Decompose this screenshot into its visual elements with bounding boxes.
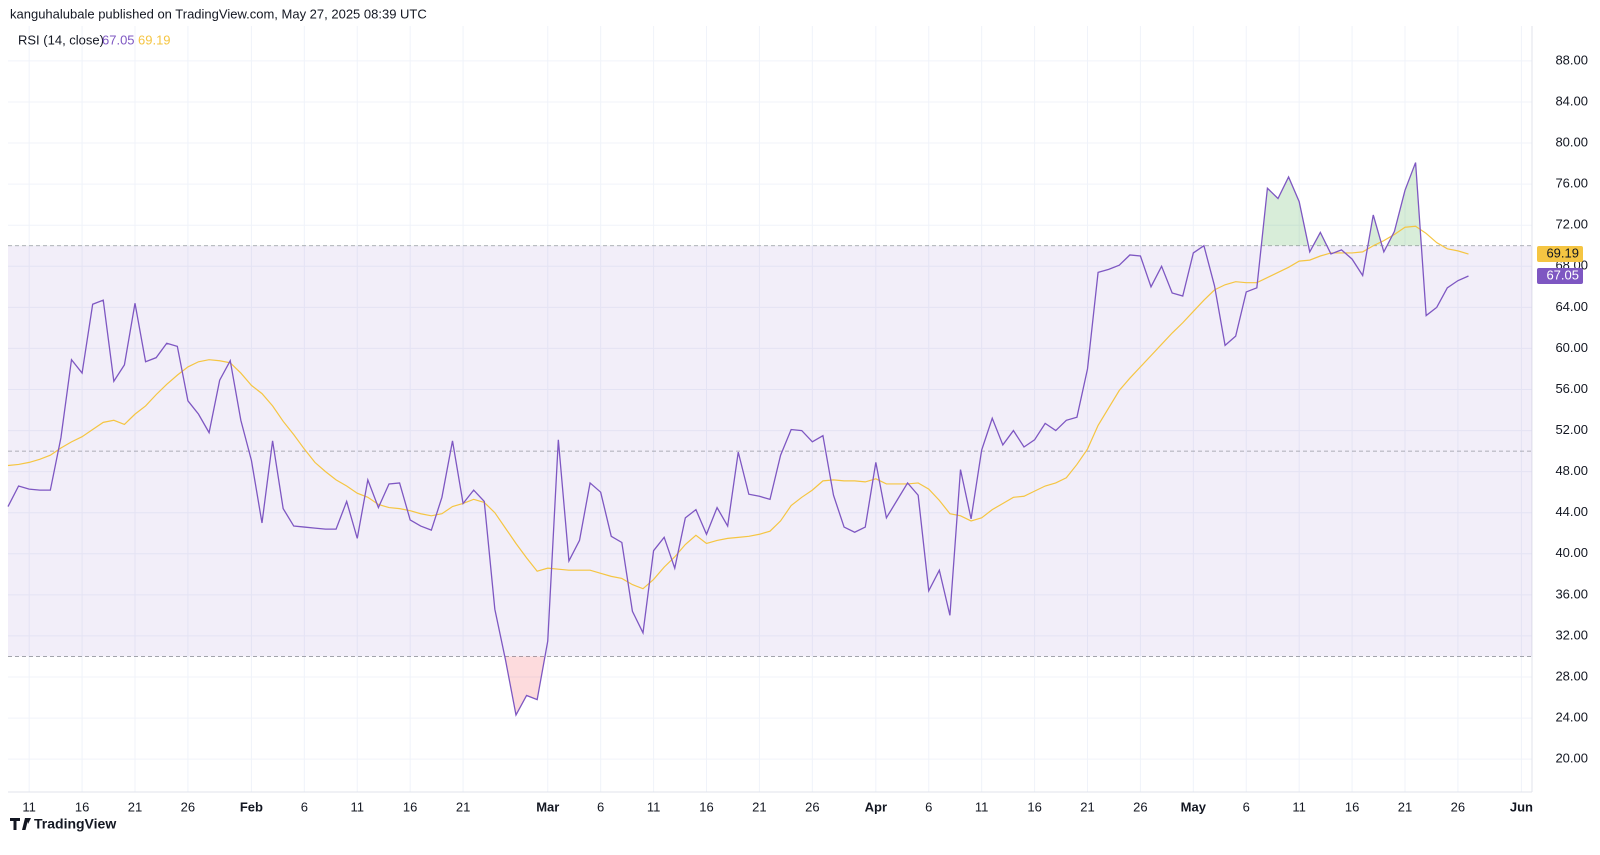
oversold-fill — [504, 656, 545, 715]
y-tick-label: 40.00 — [1555, 545, 1588, 560]
x-tick-label: 6 — [301, 799, 308, 814]
tv-logo — [10, 818, 31, 830]
y-tick-label: 72.00 — [1555, 217, 1588, 232]
price-label-bg — [1537, 246, 1583, 263]
x-tick-label: 11 — [975, 799, 989, 814]
x-tick-label: 16 — [699, 799, 713, 814]
x-tick-label: 11 — [22, 799, 36, 814]
y-tick-label: 60.00 — [1555, 340, 1588, 355]
x-tick-label: 26 — [181, 799, 195, 814]
x-tick-label: 16 — [403, 799, 417, 814]
price-label-bg — [1537, 268, 1583, 285]
rsi-ma-line — [7, 225, 1469, 590]
legend-value: 67.05 — [102, 32, 135, 47]
y-tick-label: 88.00 — [1555, 52, 1588, 67]
y-tick-label: 20.00 — [1555, 751, 1588, 766]
y-tick-label: 44.00 — [1555, 504, 1588, 519]
x-tick-label: 16 — [1027, 799, 1041, 814]
y-tick-label: 56.00 — [1555, 381, 1588, 396]
x-tick-label: 21 — [128, 799, 142, 814]
x-tick-label: 21 — [752, 799, 766, 814]
y-tick-label: 84.00 — [1555, 93, 1588, 108]
x-tick-label: Feb — [240, 799, 263, 814]
y-tick-label: 24.00 — [1555, 710, 1588, 725]
y-tick-label: 80.00 — [1555, 134, 1588, 149]
price-label: 67.05 — [1546, 267, 1579, 282]
y-tick-label: 32.00 — [1555, 627, 1588, 642]
y-tick-label: 28.00 — [1555, 668, 1588, 683]
x-tick-label: 26 — [805, 799, 819, 814]
x-tick-label: 6 — [925, 799, 932, 814]
x-tick-label: 16 — [1345, 799, 1359, 814]
x-tick-label: 11 — [647, 799, 661, 814]
footer-brand: TradingView — [34, 816, 116, 832]
x-tick-label: 11 — [1292, 799, 1306, 814]
legend-value: 69.19 — [138, 32, 171, 47]
x-tick-label: Jun — [1510, 799, 1533, 814]
x-tick-label: 21 — [456, 799, 470, 814]
x-tick-label: 21 — [1398, 799, 1412, 814]
x-tick-label: 6 — [597, 799, 604, 814]
price-label: 69.19 — [1546, 245, 1579, 260]
y-tick-label: 76.00 — [1555, 176, 1588, 191]
x-tick-label: 26 — [1133, 799, 1147, 814]
y-tick-label: 64.00 — [1555, 299, 1588, 314]
x-tick-label: 11 — [351, 799, 365, 814]
y-tick-label: 48.00 — [1555, 463, 1588, 478]
publish-line: kanguhalubale published on TradingView.c… — [10, 6, 427, 21]
x-tick-label: Mar — [536, 799, 559, 814]
x-tick-label: May — [1181, 799, 1207, 814]
x-tick-label: 26 — [1451, 799, 1465, 814]
x-tick-label: Apr — [865, 799, 887, 814]
x-tick-label: 21 — [1080, 799, 1094, 814]
y-tick-label: 52.00 — [1555, 422, 1588, 437]
x-tick-label: 6 — [1243, 799, 1250, 814]
x-tick-label: 16 — [75, 799, 89, 814]
rsi-line — [7, 162, 1469, 717]
indicator-title: RSI (14, close) — [18, 32, 104, 47]
y-tick-label: 36.00 — [1555, 586, 1588, 601]
